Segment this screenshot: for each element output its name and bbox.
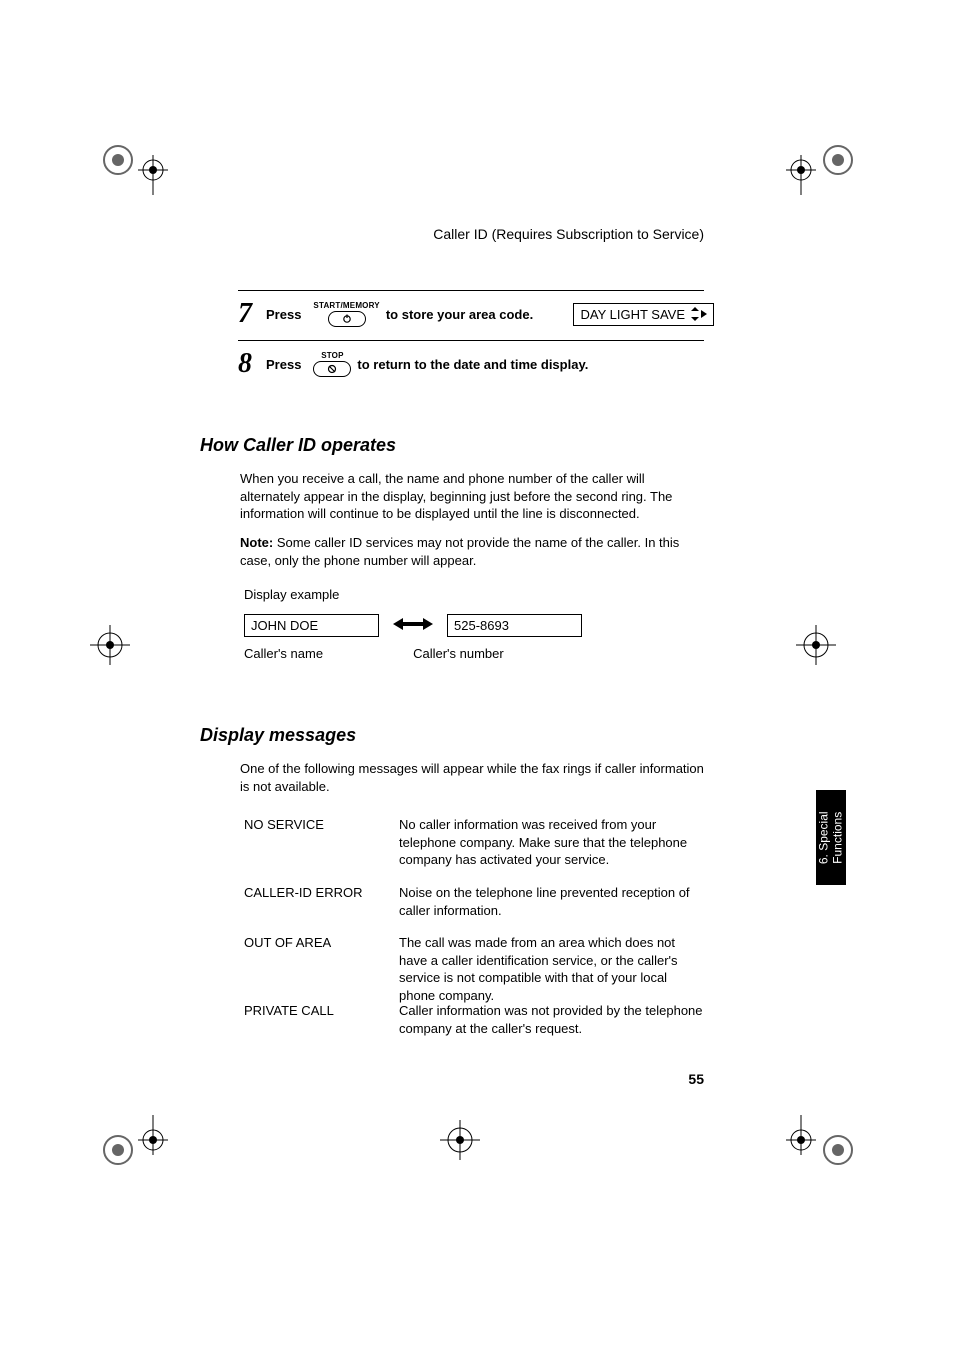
msg-desc: Caller information was not provided by t… bbox=[399, 1002, 704, 1037]
lcd-text: DAY LIGHT SAVE bbox=[580, 307, 685, 322]
tab-line1: 6. Special bbox=[816, 811, 830, 864]
step-8: 8 Press STOP to return to the date and t… bbox=[238, 350, 714, 378]
msg-row: NO SERVICE No caller information was rec… bbox=[244, 816, 704, 869]
msg-desc: No caller information was received from … bbox=[399, 816, 704, 869]
crop-mark-icon bbox=[90, 625, 130, 665]
up-down-right-icon bbox=[691, 307, 707, 321]
crop-mark-icon bbox=[786, 1100, 856, 1170]
example-number-box: 525-8693 bbox=[447, 614, 582, 637]
msg-row: CALLER-ID ERROR Noise on the telephone l… bbox=[244, 884, 704, 919]
display-example-label: Display example bbox=[244, 586, 704, 604]
step-number: 7 bbox=[238, 300, 252, 328]
msg-desc: Noise on the telephone line prevented re… bbox=[399, 884, 704, 919]
example-captions: Caller's name Caller's number bbox=[244, 646, 504, 661]
msg-desc: The call was made from an area which doe… bbox=[399, 934, 704, 1004]
start-memory-button-icon: START/MEMORY bbox=[313, 301, 379, 327]
msg-label: OUT OF AREA bbox=[244, 934, 379, 1004]
msg-row: PRIVATE CALL Caller information was not … bbox=[244, 1002, 704, 1037]
crop-mark-icon bbox=[98, 1100, 168, 1170]
step-tail: to store your area code. bbox=[386, 307, 533, 322]
note-label: Note: bbox=[240, 535, 273, 550]
button-label: START/MEMORY bbox=[313, 301, 379, 310]
divider bbox=[238, 290, 704, 291]
button-label: STOP bbox=[321, 351, 343, 360]
tab-line2: Functions bbox=[830, 811, 844, 863]
step-text: Press START/MEMORY to store your area co… bbox=[266, 301, 539, 327]
section-heading-msgs: Display messages bbox=[200, 725, 356, 746]
step-number: 8 bbox=[238, 350, 252, 378]
section-heading-how: How Caller ID operates bbox=[200, 435, 396, 456]
step-text: Press STOP to return to the date and tim… bbox=[266, 351, 594, 377]
step-tail: to return to the date and time display. bbox=[357, 357, 588, 372]
divider bbox=[238, 340, 704, 341]
double-arrow-icon bbox=[393, 617, 433, 635]
example-name-box: JOHN DOE bbox=[244, 614, 379, 637]
chapter-tab: 6. Special Functions bbox=[816, 790, 846, 885]
lcd-display: DAY LIGHT SAVE bbox=[573, 303, 714, 326]
msgs-intro: One of the following messages will appea… bbox=[240, 760, 704, 795]
crop-mark-icon bbox=[98, 140, 168, 210]
step-7: 7 Press START/MEMORY to store your area … bbox=[238, 300, 714, 328]
stop-button-icon: STOP bbox=[313, 351, 351, 377]
msg-label: PRIVATE CALL bbox=[244, 1002, 379, 1037]
msg-row: OUT OF AREA The call was made from an ar… bbox=[244, 934, 704, 1004]
caller-name-label: Caller's name bbox=[244, 646, 323, 661]
press-label: Press bbox=[266, 307, 301, 322]
caller-number-label: Caller's number bbox=[413, 646, 504, 661]
how-paragraph: When you receive a call, the name and ph… bbox=[240, 470, 704, 523]
how-note: Note: Some caller ID services may not pr… bbox=[240, 534, 704, 569]
page: Caller ID (Requires Subscription to Serv… bbox=[0, 0, 954, 1351]
msg-label: CALLER-ID ERROR bbox=[244, 884, 379, 919]
crop-mark-icon bbox=[786, 140, 856, 210]
crop-mark-icon bbox=[440, 1120, 480, 1160]
note-body: Some caller ID services may not provide … bbox=[240, 535, 679, 568]
press-label: Press bbox=[266, 357, 301, 372]
page-number: 55 bbox=[688, 1071, 704, 1087]
msg-label: NO SERVICE bbox=[244, 816, 379, 869]
crop-mark-icon bbox=[796, 625, 836, 665]
page-header: Caller ID (Requires Subscription to Serv… bbox=[433, 226, 704, 242]
display-example: JOHN DOE 525-8693 bbox=[244, 614, 582, 637]
